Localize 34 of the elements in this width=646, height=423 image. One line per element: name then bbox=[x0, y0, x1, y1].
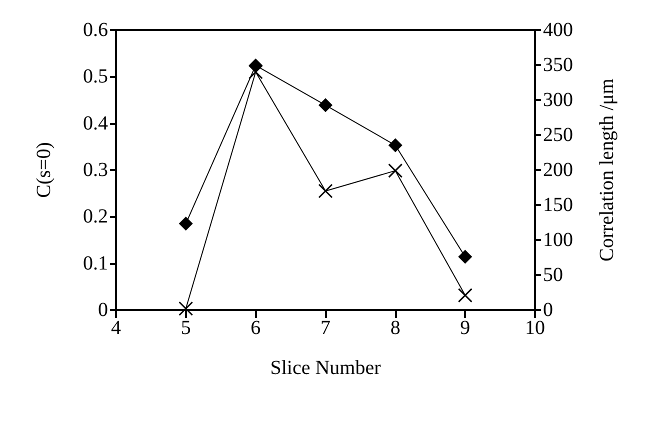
x-tick-label: 10 bbox=[525, 317, 545, 339]
x-tick-label: 5 bbox=[180, 317, 191, 339]
y-axis-title: C(s=0) bbox=[33, 142, 55, 198]
y-tick-label: 0.5 bbox=[83, 66, 108, 88]
y-tick-label: 0.3 bbox=[83, 159, 108, 181]
x-tick-label: 4 bbox=[111, 317, 121, 339]
y2-tick-label: 0 bbox=[543, 299, 553, 321]
point bbox=[458, 288, 472, 303]
y-tick-label: 0.1 bbox=[83, 252, 108, 274]
y2-tick-label: 50 bbox=[543, 264, 563, 286]
y2-tick-label: 100 bbox=[543, 229, 573, 251]
y-tick-label: 0.2 bbox=[83, 206, 108, 228]
point bbox=[248, 64, 263, 80]
y-tick-label: 0.4 bbox=[83, 112, 108, 134]
y-tick-label: 0 bbox=[98, 299, 108, 321]
y2-axis-title: Correlation length /μm bbox=[596, 78, 618, 262]
x-tick-label: 9 bbox=[460, 317, 470, 339]
y2-tick-label: 200 bbox=[543, 159, 573, 181]
point bbox=[388, 138, 402, 152]
y2-tick-label: 350 bbox=[543, 54, 573, 76]
point bbox=[458, 250, 472, 264]
point bbox=[178, 216, 193, 231]
point bbox=[318, 98, 332, 112]
point bbox=[388, 163, 403, 178]
x-tick-label: 6 bbox=[250, 317, 261, 339]
y2-tick-label: 400 bbox=[543, 19, 573, 41]
x-axis-title: Slice Number bbox=[270, 357, 382, 379]
point bbox=[318, 184, 333, 198]
y2-tick-label: 300 bbox=[543, 89, 573, 111]
x-tick-label: 8 bbox=[390, 317, 400, 339]
y-tick-label: 0.6 bbox=[83, 19, 108, 41]
y2-tick-label: 250 bbox=[543, 124, 573, 146]
x-tick-label: 7 bbox=[320, 317, 330, 339]
y2-tick-label: 150 bbox=[543, 194, 573, 216]
